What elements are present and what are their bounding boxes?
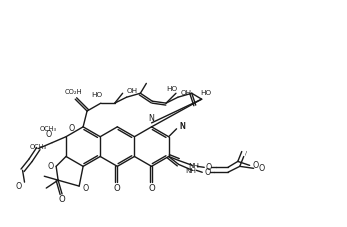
Text: N: N: [179, 122, 185, 131]
Text: OCH₃: OCH₃: [40, 126, 57, 132]
Text: OH: OH: [127, 88, 138, 94]
Text: O: O: [16, 182, 22, 191]
Text: /: /: [245, 150, 247, 155]
Text: N: N: [149, 114, 154, 123]
Text: O: O: [83, 184, 89, 192]
Text: OH: OH: [180, 90, 192, 96]
Text: NH: NH: [185, 168, 196, 174]
Text: O: O: [204, 168, 210, 177]
Text: O: O: [45, 130, 51, 139]
Text: O: O: [59, 195, 66, 205]
Text: O: O: [47, 162, 53, 171]
Text: O: O: [68, 124, 74, 133]
Text: OCH₃: OCH₃: [30, 144, 47, 150]
Text: O: O: [253, 161, 259, 170]
Text: HO: HO: [167, 86, 178, 92]
Text: N: N: [179, 122, 185, 131]
Text: HO: HO: [91, 92, 102, 98]
Text: HO: HO: [200, 90, 211, 96]
Text: O: O: [114, 184, 121, 192]
Text: O: O: [259, 164, 265, 173]
Text: O: O: [148, 184, 155, 192]
Text: NH: NH: [188, 163, 199, 169]
Text: CO₂H: CO₂H: [65, 89, 82, 95]
Text: O: O: [205, 163, 211, 172]
